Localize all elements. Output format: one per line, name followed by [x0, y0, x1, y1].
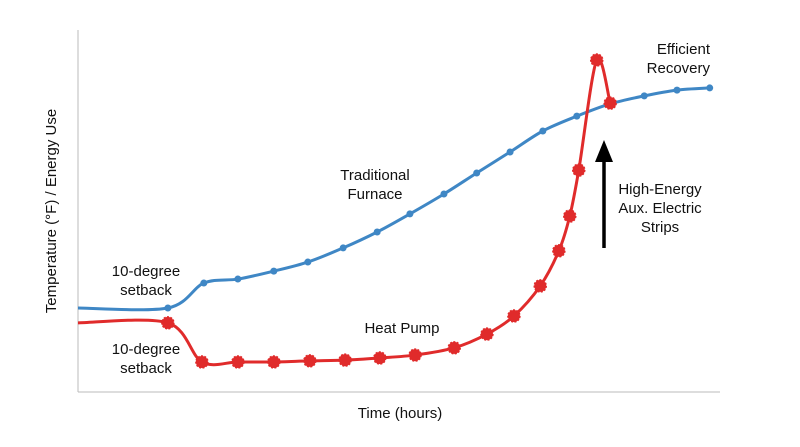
annotation-line: Efficient: [657, 41, 711, 58]
point: [506, 148, 514, 156]
annotation-line: High-Energy: [618, 181, 702, 198]
series-label: Traditional Furnace: [340, 167, 409, 203]
y-axis-label: Temperature (°F) / Energy Use: [43, 109, 60, 313]
point: [408, 348, 422, 362]
point: [338, 353, 352, 367]
point: [339, 244, 347, 252]
point: [533, 279, 547, 293]
annotation: 10-degree setback: [112, 263, 180, 299]
series-label-line: Traditional: [340, 167, 409, 184]
point: [304, 258, 312, 266]
point: [552, 244, 566, 258]
arrow-head: [595, 140, 613, 162]
annotation-line: setback: [120, 282, 172, 299]
annotation: 10-degree setback: [112, 341, 180, 377]
point: [406, 210, 414, 218]
annotation: Efficient Recovery: [647, 41, 711, 77]
annotation-line: 10-degree: [112, 263, 180, 280]
point: [563, 209, 577, 223]
annotation-line: setback: [120, 360, 172, 377]
point: [507, 309, 521, 323]
annotation: High-Energy Aux. Electric Strips: [618, 181, 702, 236]
point: [706, 84, 714, 92]
point: [372, 351, 387, 365]
point: [303, 354, 317, 368]
point: [603, 96, 617, 110]
point: [234, 275, 242, 283]
series-label: Heat Pump: [364, 320, 439, 337]
annotation-line: Recovery: [647, 60, 711, 77]
series-label-line: Furnace: [347, 186, 402, 203]
point: [231, 355, 245, 369]
point: [473, 169, 481, 177]
point: [572, 163, 586, 177]
point: [447, 341, 461, 355]
point: [270, 267, 278, 275]
point: [480, 327, 494, 341]
annotation-line: 10-degree: [112, 341, 180, 358]
series-line: [77, 56, 612, 367]
point: [673, 86, 681, 94]
point: [161, 316, 175, 330]
annotation-line: Aux. Electric: [618, 200, 702, 217]
point: [440, 190, 448, 198]
point: [539, 127, 547, 135]
x-axis-label: Time (hours): [358, 405, 442, 422]
point: [573, 112, 581, 120]
point: [640, 92, 648, 100]
point: [164, 304, 172, 312]
point: [200, 279, 208, 287]
point: [589, 53, 604, 67]
point: [373, 228, 381, 236]
annotation-line: Strips: [641, 219, 679, 236]
point: [267, 355, 281, 369]
point: [195, 355, 209, 369]
